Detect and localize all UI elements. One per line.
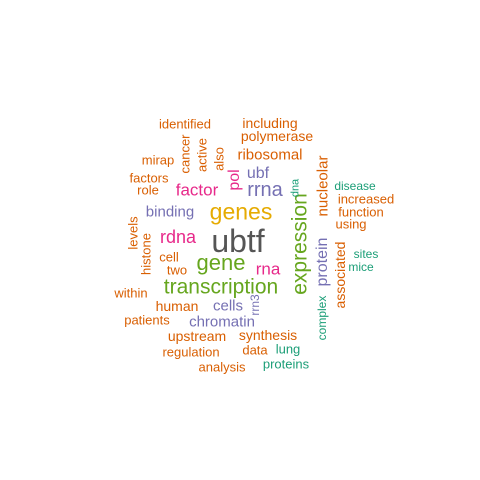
- word-human: human: [155, 298, 199, 314]
- word-regulation: regulation: [162, 344, 220, 360]
- word-ubf: ubf: [246, 165, 270, 182]
- word-function: function: [338, 204, 384, 220]
- word-data: data: [242, 342, 268, 358]
- word-proteins: proteins: [262, 356, 310, 372]
- word-upstream: upstream: [167, 328, 227, 344]
- word-factors: factors: [129, 170, 169, 186]
- word-dna: dna: [289, 178, 302, 198]
- word-identified: identified: [158, 116, 212, 132]
- word-cells: cells: [212, 297, 244, 315]
- word-polymerase: polymerase: [240, 128, 314, 144]
- word-binding: binding: [145, 203, 195, 221]
- word-transcription: transcription: [163, 275, 279, 299]
- word-including: including: [242, 115, 298, 131]
- word-genes: genes: [209, 198, 273, 225]
- word-mice: mice: [348, 260, 374, 274]
- word-also: also: [211, 147, 227, 171]
- word-nucleolar: nucleolar: [314, 155, 332, 217]
- word-rdna: rdna: [159, 227, 197, 247]
- word-ubtf: ubtf: [211, 223, 265, 259]
- word-within: within: [114, 285, 148, 301]
- word-mirap: mirap: [141, 152, 175, 168]
- word-protein: protein: [314, 237, 331, 287]
- word-analysis: analysis: [198, 359, 246, 375]
- word-lung: lung: [275, 341, 301, 357]
- word-rna: rna: [255, 259, 281, 279]
- word-rrna: rrna: [247, 179, 283, 201]
- word-disease: disease: [334, 179, 376, 193]
- word-increased: increased: [337, 191, 395, 207]
- word-factor: factor: [175, 180, 219, 200]
- word-using: using: [335, 216, 367, 232]
- word-pol: pol: [226, 169, 243, 191]
- word-cancer: cancer: [177, 134, 193, 174]
- word-patients: patients: [124, 312, 170, 328]
- word-synthesis: synthesis: [238, 327, 298, 343]
- word-role: role: [137, 182, 159, 198]
- word-histone: histone: [138, 233, 154, 275]
- word-associated: associated: [332, 241, 348, 309]
- word-ribosomal: ribosomal: [237, 146, 303, 164]
- word-active: active: [194, 138, 210, 172]
- word-complex: complex: [315, 295, 329, 341]
- word-gene: gene: [196, 250, 246, 275]
- word-expression: expression: [288, 193, 312, 295]
- word-chromatin: chromatin: [189, 313, 255, 331]
- word-rrn3: rrn3: [248, 294, 262, 316]
- word-two: two: [166, 262, 188, 278]
- word-cell: cell: [159, 249, 179, 265]
- word-sites: sites: [353, 247, 379, 261]
